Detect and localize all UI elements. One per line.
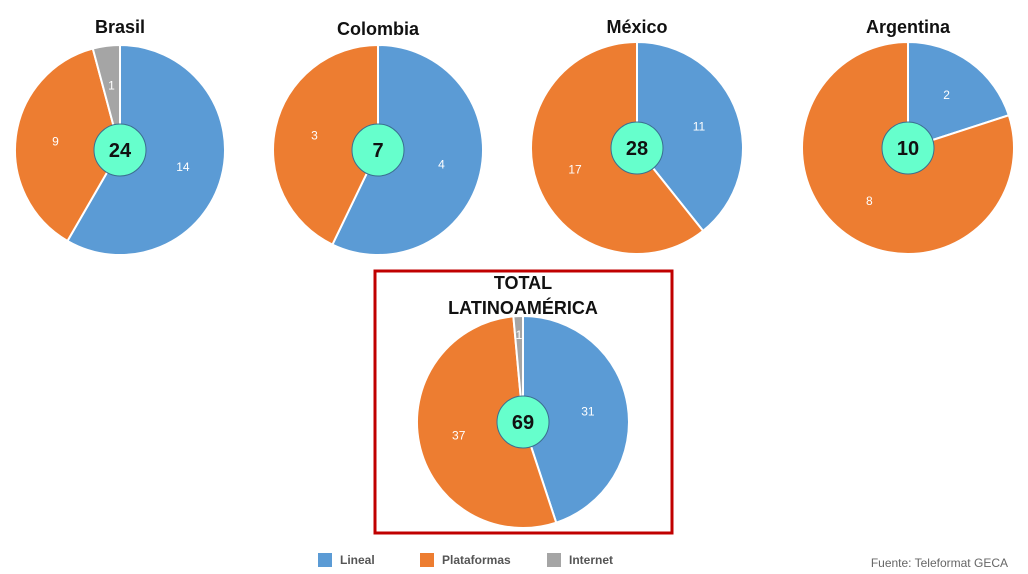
title-total-latinoamerica-line-2: LATINOAMÉRICA (448, 297, 598, 318)
pie-total-latinoamerica: 31 37 1 69 TOTAL LATINOAMÉRICA (416, 273, 630, 530)
center-badge-mexico (610, 121, 664, 175)
slice-argentina-lineal (907, 40, 1011, 150)
center-badge-argentina (881, 121, 935, 175)
legend-swatch-lineal (318, 553, 332, 567)
slice-colombia-plataformas (272, 43, 379, 246)
title-total-latinoamerica-line-1: TOTAL (494, 273, 552, 293)
pie-colombia: 4 3 7 Colombia (272, 19, 484, 256)
slice-brasil-internet (91, 43, 121, 151)
legend-swatch-plataformas (420, 553, 434, 567)
slice-label-colombia-plataformas: 3 (311, 129, 318, 143)
slice-total-latinoamerica-internet (512, 314, 524, 423)
chart-legend: Lineal Plataformas Internet (318, 551, 678, 571)
legend-item-plataformas: Plataformas (420, 551, 511, 569)
center-total-total-latinoamerica: 69 (512, 412, 534, 434)
slice-label-brasil-internet: 1 (108, 79, 115, 93)
slice-colombia-lineal (331, 43, 484, 256)
slice-label-colombia-lineal: 4 (438, 158, 445, 172)
pie-mexico: 11 17 28 México (530, 17, 744, 255)
center-total-mexico: 28 (626, 138, 648, 160)
center-total-brasil: 24 (109, 140, 132, 162)
legend-item-internet: Internet (547, 551, 613, 569)
slice-label-total-latinoamerica-internet: 1 (516, 328, 523, 342)
slice-label-mexico-plataformas: 17 (568, 163, 582, 177)
source-note: Fuente: Teleformat GECA (870, 556, 1008, 570)
slice-label-argentina-lineal: 2 (943, 88, 950, 102)
slice-total-latinoamerica-plataformas (416, 315, 558, 530)
center-badge-colombia (351, 123, 405, 177)
pie-argentina: 2 8 10 Argentina (801, 17, 1015, 255)
title-mexico: México (606, 17, 667, 37)
slice-label-brasil-lineal: 14 (176, 160, 190, 174)
slice-label-argentina-plataformas: 8 (866, 194, 873, 208)
center-badge-brasil (93, 123, 147, 177)
slice-argentina-plataformas (801, 40, 1015, 255)
slice-brasil-plataformas (14, 47, 122, 243)
title-argentina: Argentina (866, 17, 951, 37)
legend-label-lineal: Lineal (340, 553, 375, 567)
slice-label-brasil-plataformas: 9 (52, 135, 59, 149)
center-total-colombia: 7 (372, 140, 383, 162)
total-highlight-box (373, 269, 674, 535)
title-colombia: Colombia (337, 19, 420, 39)
pie-brasil: 14 9 1 24 Brasil (14, 17, 226, 256)
slice-label-total-latinoamerica-plataformas: 37 (452, 428, 466, 442)
legend-item-lineal: Lineal (318, 551, 375, 569)
legend-swatch-internet (547, 553, 561, 567)
legend-label-plataformas: Plataformas (442, 553, 511, 567)
slice-label-total-latinoamerica-lineal: 31 (581, 405, 595, 419)
legend-label-internet: Internet (569, 553, 614, 567)
center-total-argentina: 10 (897, 138, 919, 160)
slice-mexico-lineal (636, 40, 744, 233)
center-badge-total-latinoamerica (496, 395, 550, 449)
title-brasil: Brasil (95, 17, 145, 37)
slice-total-latinoamerica-lineal (522, 314, 630, 524)
slice-label-mexico-lineal: 11 (693, 119, 706, 133)
